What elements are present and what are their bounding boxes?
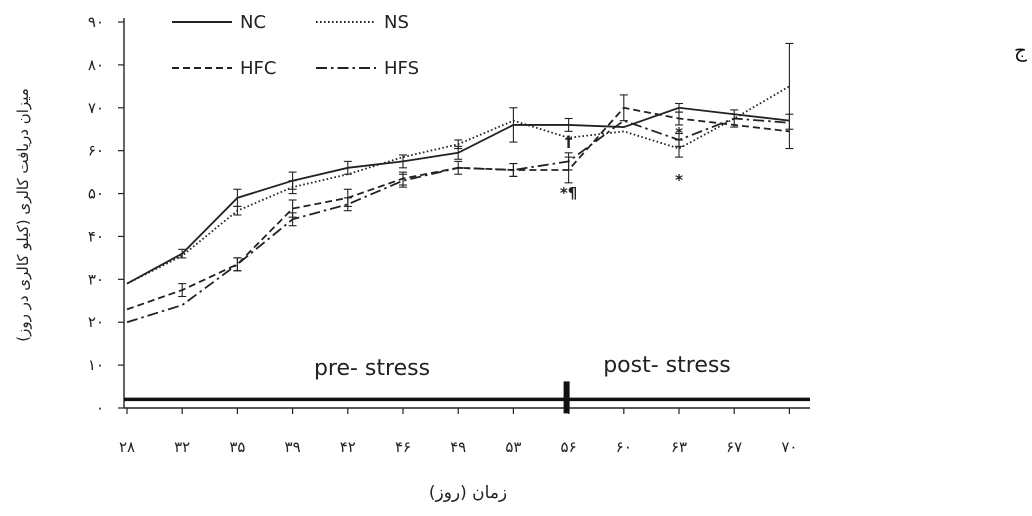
error-bar-hfs xyxy=(509,162,518,177)
panel-label: ج xyxy=(1014,38,1027,62)
y-tick-label: ۵۰ xyxy=(88,185,104,203)
series-line-ns xyxy=(126,85,790,285)
annotation-mark: *¶ xyxy=(560,184,577,202)
x-tick-label: ۴۶ xyxy=(395,438,411,456)
legend-label-hfs: HFS xyxy=(384,58,419,79)
chart-series xyxy=(126,85,790,324)
error-bars xyxy=(178,42,794,298)
error-bar-nc xyxy=(178,248,187,259)
legend-label-hfc: HFC xyxy=(240,58,276,79)
x-tick-label: ۳۹ xyxy=(285,438,301,456)
x-tick-label: ۶۳ xyxy=(671,438,687,456)
y-tick-label: ۴۰ xyxy=(88,227,104,245)
annotation-mark: * xyxy=(675,171,683,189)
x-tick-label: ۵۶ xyxy=(561,438,577,456)
x-tick-label: ۳۲ xyxy=(174,438,190,456)
chart-axes: ۰ ۱۰ ۲۰ ۳۰ ۴۰ ۵۰ ۶۰ ۷۰ ۸۰ ۹۰ ۲۸ ۳۲ ۳۵ ۳۹ ۴۲ ۴۶ ۴۹ ۵۳ ۵۶ ۶۰ ۶… xyxy=(88,13,810,456)
y-tick-label: ۹۰ xyxy=(88,13,104,31)
annotation-mark: † xyxy=(565,132,573,150)
phase-markers: pre- stress post- stress xyxy=(124,353,810,414)
error-bar-nc xyxy=(399,154,407,169)
error-bar-hfc xyxy=(619,94,628,122)
error-bar-hfs xyxy=(288,212,297,227)
error-bar-hfs xyxy=(730,109,739,128)
chart-legend: NC NS HFC HFS xyxy=(172,12,419,79)
x-tick-label: ۳۵ xyxy=(229,438,245,456)
error-bar-ns xyxy=(454,139,463,150)
x-tick-label: ۵۳ xyxy=(505,438,521,456)
error-bar-hfc xyxy=(675,111,683,126)
x-axis-label: زمان (روز) xyxy=(429,483,507,503)
legend-label-ns: NS xyxy=(384,12,409,33)
error-bar-hfs xyxy=(399,173,407,188)
x-tick-label: ۶۷ xyxy=(726,438,742,456)
x-tick-label: ۲۸ xyxy=(119,438,135,456)
x-tick-label: ۴۹ xyxy=(450,438,466,456)
x-tick-label: ۷۰ xyxy=(781,438,797,456)
series-line-nc xyxy=(126,106,790,285)
legend-label-nc: NC xyxy=(240,12,266,33)
x-tick-label: ۶۰ xyxy=(616,438,632,456)
y-tick-label: ۳۰ xyxy=(88,270,104,288)
error-bar-nc xyxy=(509,107,518,143)
y-tick-label: ۶۰ xyxy=(88,142,104,160)
y-tick-label: ۲۰ xyxy=(88,313,104,331)
x-tick-label: ۴۲ xyxy=(340,438,356,456)
error-bar-hfs xyxy=(454,160,463,175)
error-bar-hfc xyxy=(178,283,187,298)
error-bar-hfc xyxy=(785,113,794,150)
y-axis-label: میزان دریافت کالری (کیلو کالری در روز) xyxy=(14,88,32,342)
pre-stress-label: pre- stress xyxy=(314,356,430,381)
chart-annotations: † *¶ * * xyxy=(560,124,683,202)
annotation-mark: * xyxy=(675,124,683,142)
post-stress-label: post- stress xyxy=(603,353,731,378)
y-tick-label: ۱۰ xyxy=(88,356,104,374)
error-bar-nc xyxy=(343,160,352,175)
error-bar-nc xyxy=(564,117,573,132)
y-tick-label: ۰ xyxy=(96,399,104,417)
error-bar-hfs xyxy=(233,257,242,272)
error-bar-hfs xyxy=(564,152,573,171)
y-tick-label: ۸۰ xyxy=(88,56,104,74)
error-bar-hfs xyxy=(675,132,683,147)
error-bar-ns xyxy=(288,180,297,195)
error-bar-ns xyxy=(233,205,242,216)
error-bar-hfs xyxy=(343,197,352,212)
phase-divider xyxy=(563,381,570,414)
y-tick-label: ۷۰ xyxy=(88,99,104,117)
